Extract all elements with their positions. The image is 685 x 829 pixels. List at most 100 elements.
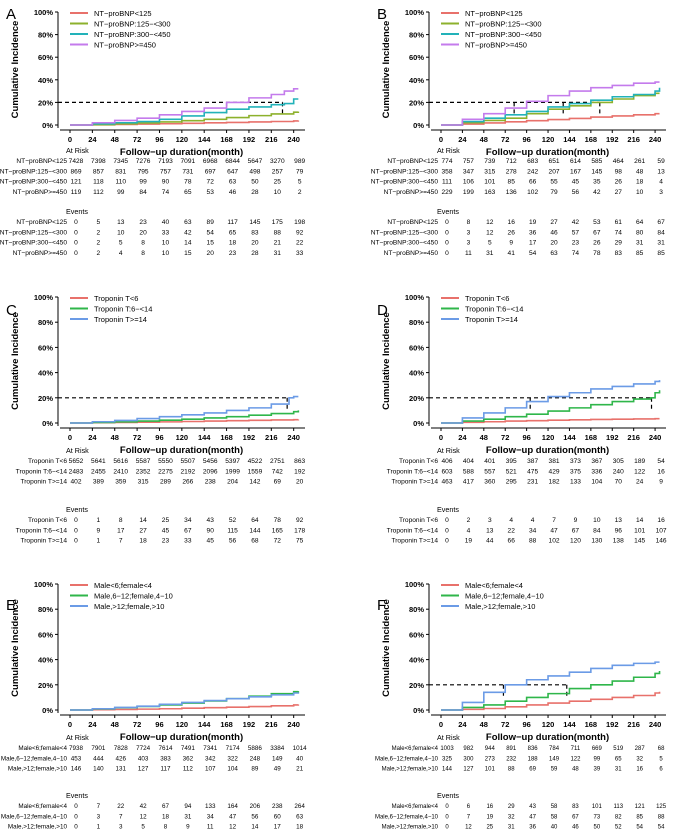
events-row-label: Male,>12;female,>10 — [382, 825, 439, 829]
at-risk-cell: 106 — [463, 179, 474, 186]
events-cell: 17 — [117, 527, 125, 534]
events-cell: 10 — [162, 240, 170, 247]
x-tick-label: 48 — [111, 135, 119, 144]
x-tick-label: 72 — [501, 433, 509, 442]
events-cell: 0 — [445, 240, 449, 247]
at-risk-cell: 453 — [71, 755, 82, 762]
events-cell: 40 — [162, 219, 170, 226]
events-cell: 92 — [296, 229, 304, 236]
x-tick-label: 144 — [563, 720, 576, 729]
legend-label: NT−proBNP:125−<300 — [465, 20, 542, 29]
at-risk-cell: 4 — [659, 179, 663, 186]
x-tick-label: 192 — [606, 720, 619, 729]
at-risk-row-label: Male<6;female<4 — [18, 745, 67, 752]
events-cell: 85 — [636, 814, 643, 820]
at-risk-cell: 347 — [463, 168, 474, 175]
events-cell: 0 — [445, 219, 449, 226]
events-cell: 74 — [615, 229, 623, 236]
events-cell: 120 — [570, 538, 581, 545]
events-row-label: Troponin T>=14 — [20, 538, 67, 545]
events-cell: 15 — [184, 250, 192, 257]
events-cell: 16 — [486, 804, 493, 810]
events-cell: 47 — [229, 813, 237, 820]
at-risk-cell: 231 — [527, 479, 538, 486]
x-tick-label: 144 — [198, 720, 211, 729]
legend-label: Troponin T:6−<14 — [465, 305, 523, 314]
legend-label: NT−proBNP:125−<300 — [94, 20, 171, 29]
x-tick-label: 144 — [563, 135, 576, 144]
at-risk-cell: 68 — [658, 746, 665, 752]
at-risk-cell: 3384 — [270, 745, 285, 752]
legend-label: Male,>12;female,>10 — [94, 602, 164, 611]
at-risk-cell: 102 — [527, 189, 538, 196]
at-risk-cell: 127 — [463, 767, 474, 773]
at-risk-cell: 989 — [294, 158, 305, 165]
at-risk-cell: 89 — [251, 766, 259, 773]
at-risk-cell: 406 — [441, 458, 452, 465]
events-cell: 9 — [509, 240, 513, 247]
at-risk-cell: 98 — [615, 168, 623, 175]
events-cell: 1 — [97, 538, 101, 545]
events-cell: 12 — [465, 825, 472, 829]
at-risk-cell: 3 — [659, 189, 663, 196]
events-cell: 12 — [229, 824, 237, 829]
events-cell: 31 — [657, 240, 665, 247]
events-cell: 23 — [229, 250, 237, 257]
events-cell: 1 — [97, 517, 101, 524]
events-cell: 31 — [508, 825, 515, 829]
events-cell: 23 — [572, 240, 580, 247]
events-cell: 54 — [207, 229, 215, 236]
events-cell: 23 — [139, 219, 147, 226]
events-cell: 16 — [508, 219, 516, 226]
y-axis-label: Cumulative Incidence — [10, 599, 21, 697]
x-tick-label: 48 — [480, 433, 488, 442]
events-cell: 146 — [656, 538, 667, 545]
at-risk-cell: 2 — [298, 189, 302, 196]
at-risk-cell: 10 — [636, 189, 644, 196]
at-risk-cell: 112 — [93, 189, 104, 196]
events-title: Events — [437, 505, 459, 514]
at-risk-cell: 2275 — [158, 468, 173, 475]
events-cell: 0 — [74, 517, 78, 524]
events-cell: 67 — [572, 814, 579, 820]
at-risk-cell: 891 — [506, 746, 517, 752]
legend-label: Male,6−12;female,4−10 — [94, 592, 173, 601]
events-cell: 11 — [465, 250, 472, 257]
events-cell: 3 — [467, 240, 471, 247]
at-risk-cell: 207 — [549, 168, 560, 175]
x-tick-label: 192 — [606, 135, 619, 144]
events-cell: 84 — [593, 527, 601, 534]
events-cell: 47 — [529, 814, 536, 820]
legend-label: Troponin T:6−<14 — [94, 305, 152, 314]
at-risk-cell: 683 — [527, 158, 538, 165]
at-risk-cell: 325 — [442, 756, 453, 762]
x-tick-label: 24 — [458, 433, 467, 442]
events-cell: 17 — [274, 824, 282, 829]
at-risk-cell: 240 — [613, 468, 624, 475]
y-axis-label: Cumulative Incidence — [10, 21, 21, 119]
at-risk-cell: 6 — [659, 767, 663, 773]
x-tick-label: 24 — [88, 135, 97, 144]
events-cell: 0 — [445, 825, 449, 829]
events-cell: 58 — [551, 804, 558, 810]
y-tick-label: 20% — [38, 681, 53, 690]
at-risk-cell: 278 — [506, 168, 517, 175]
y-axis-label: Cumulative Incidence — [381, 312, 392, 410]
at-risk-cell: 774 — [441, 158, 452, 165]
at-risk-cell: 295 — [506, 479, 517, 486]
at-risk-cell: 182 — [549, 479, 560, 486]
at-risk-cell: 2096 — [203, 468, 218, 475]
events-cell: 3 — [488, 517, 492, 524]
events-title: Events — [66, 207, 88, 216]
events-cell: 67 — [657, 219, 665, 226]
series-line-1 — [441, 691, 661, 711]
at-risk-cell: 74 — [162, 189, 170, 196]
at-risk-cell: 7938 — [69, 745, 84, 752]
y-tick-label: 80% — [38, 605, 53, 614]
x-tick-label: 216 — [627, 135, 640, 144]
at-risk-cell: 475 — [527, 468, 538, 475]
at-risk-cell: 78 — [184, 179, 192, 186]
at-risk-cell: 54 — [657, 458, 665, 465]
events-cell: 9 — [97, 527, 101, 534]
events-cell: 117 — [227, 219, 238, 226]
